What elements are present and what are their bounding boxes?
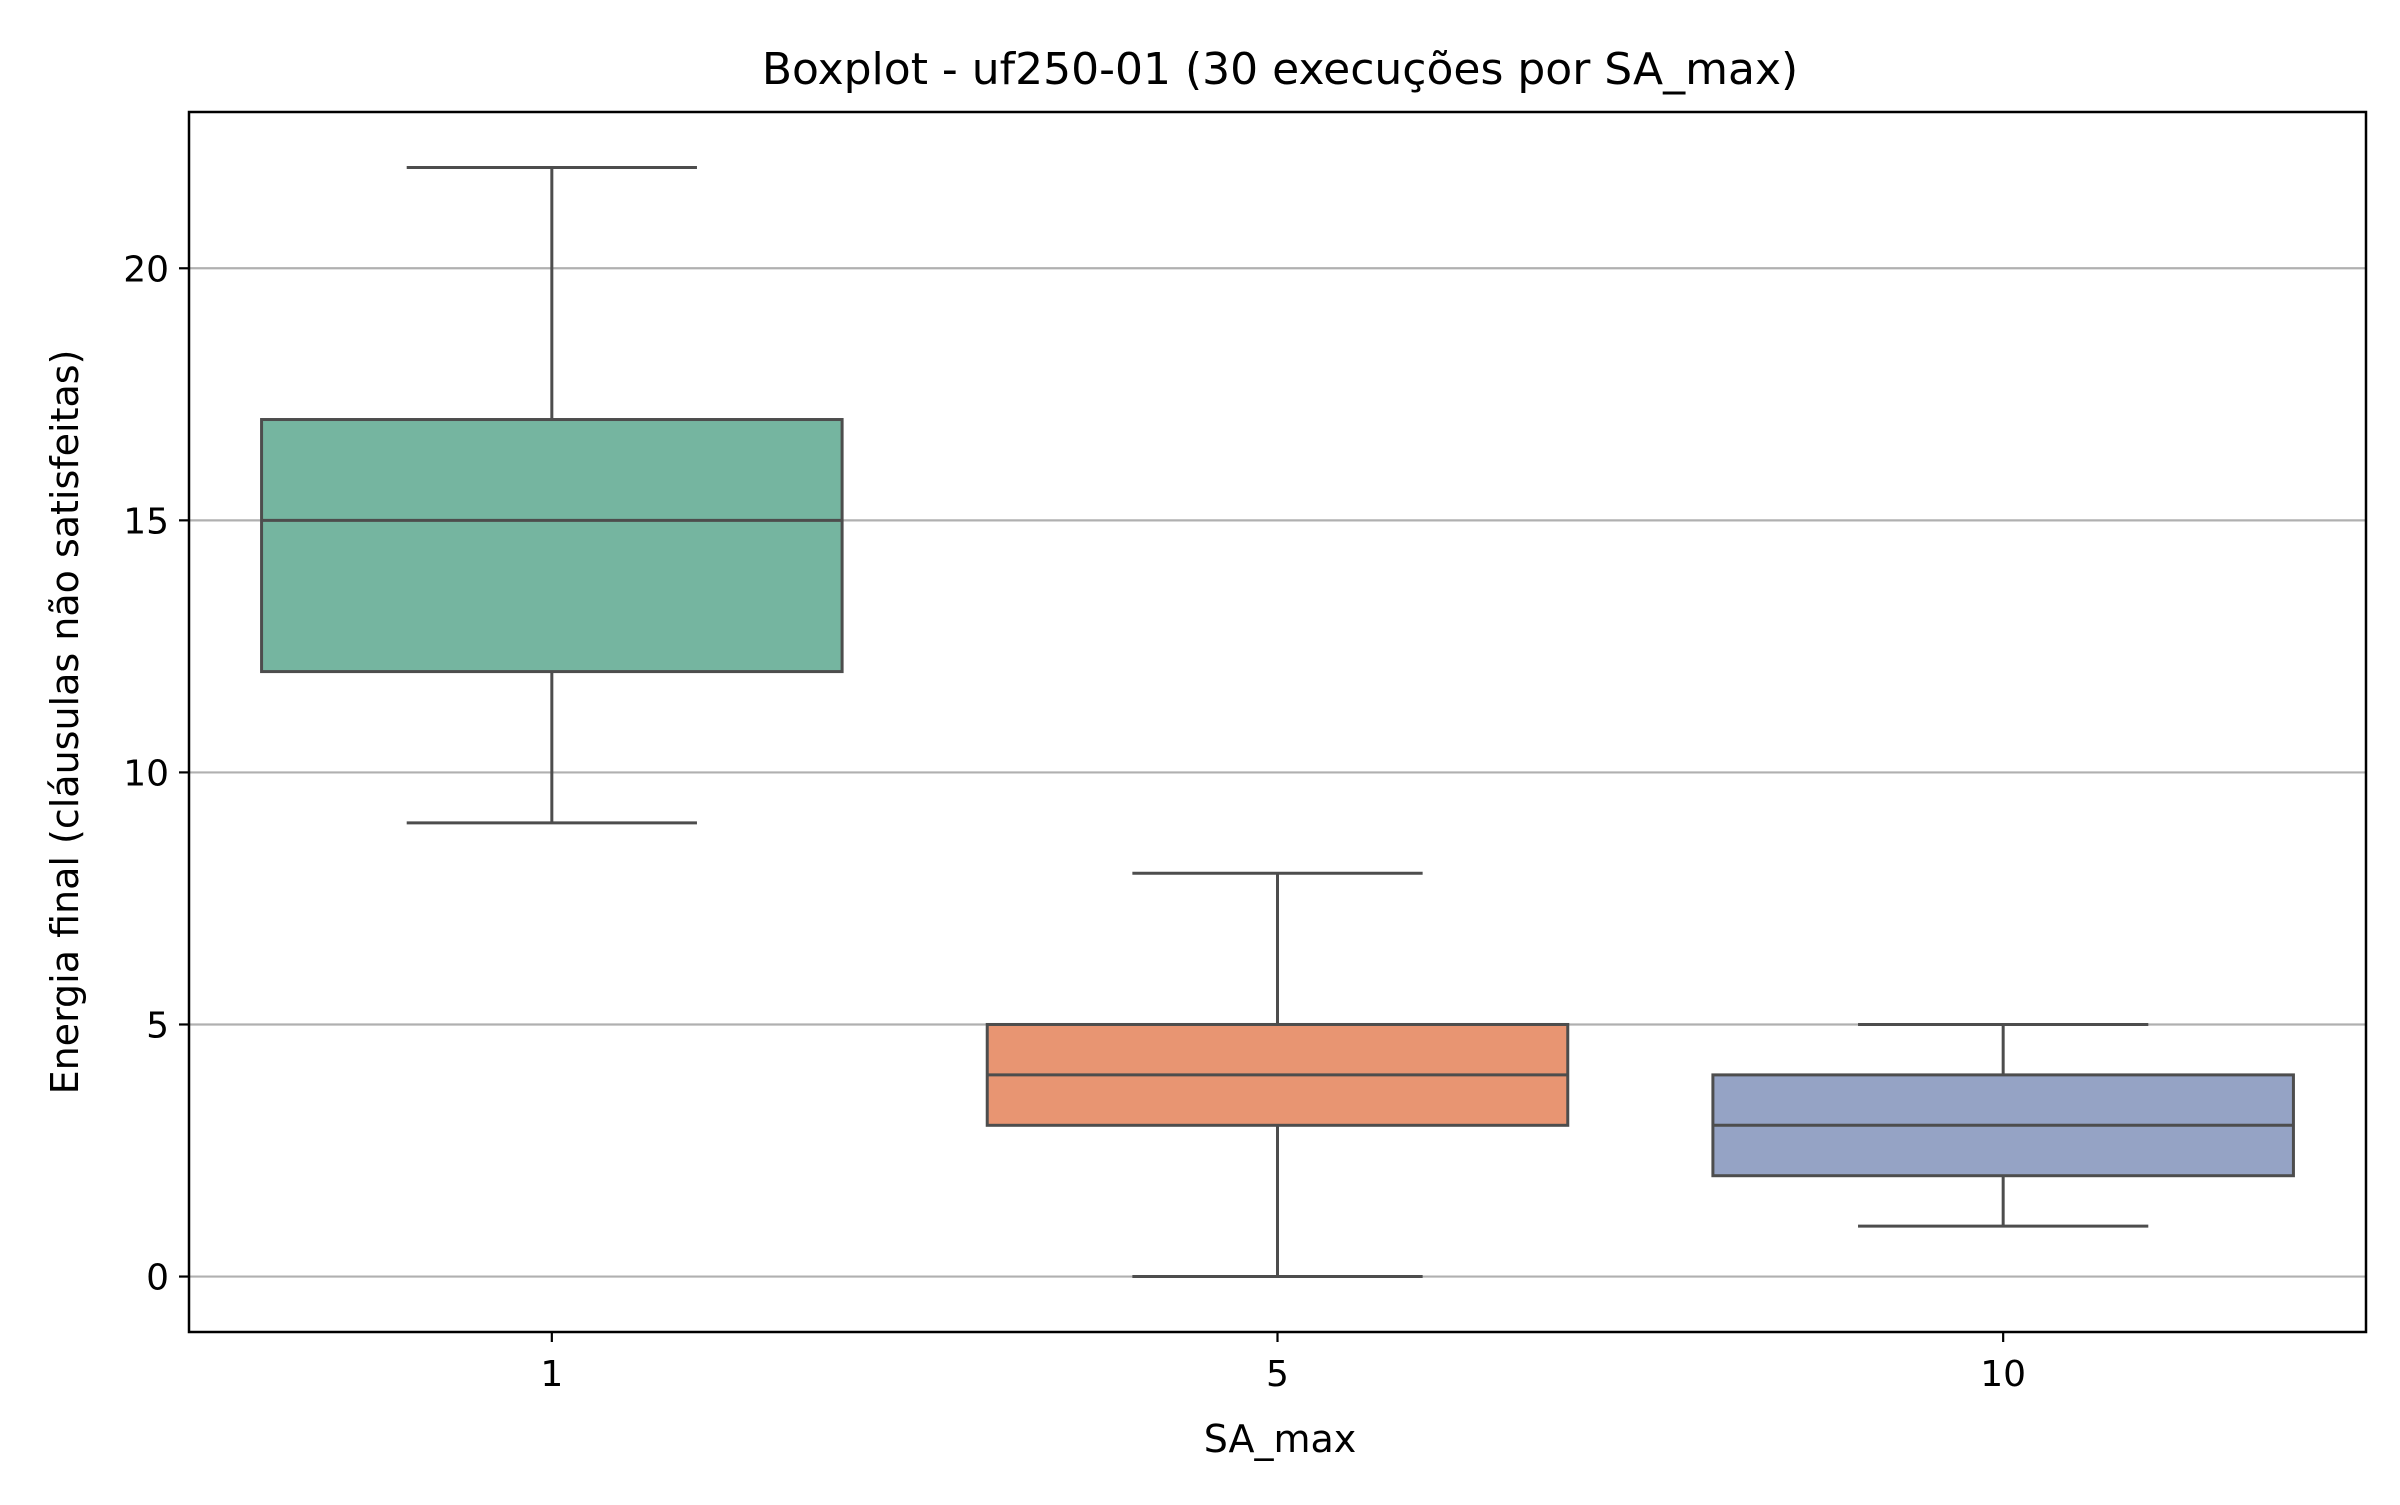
- x-tick-label: 10: [1980, 1354, 2026, 1395]
- box-1: [260, 165, 844, 825]
- y-tick-label: 0: [146, 1258, 169, 1299]
- boxes: [260, 165, 2295, 1279]
- y-tick-label: 20: [123, 249, 169, 290]
- y-tick-label: 10: [123, 753, 169, 794]
- y-tick-label: 5: [146, 1005, 169, 1046]
- x-tick-label: 5: [1266, 1354, 1289, 1395]
- box-5: [985, 871, 1570, 1279]
- box-body: [260, 418, 844, 674]
- chart-title: Boxplot - uf250-01 (30 execuções por SA_…: [762, 44, 1798, 95]
- box-10: [1711, 1022, 2295, 1228]
- x-tick-label: 1: [540, 1354, 563, 1395]
- y-tick-label: 15: [123, 501, 169, 542]
- x-axis-label: SA_max: [1204, 1417, 1357, 1461]
- y-axis-label: Energia final (cláusulas não satisfeitas…: [43, 350, 87, 1095]
